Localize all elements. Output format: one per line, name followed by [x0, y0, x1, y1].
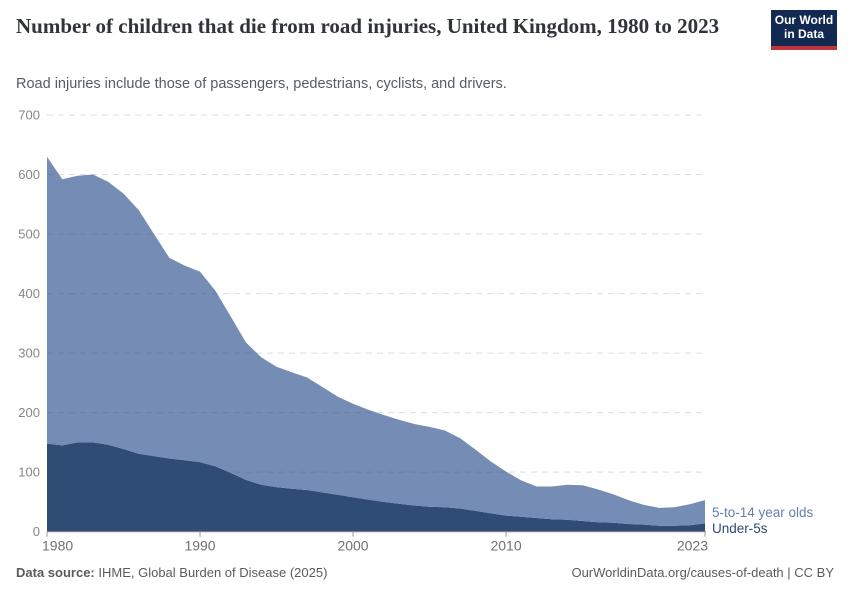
x-axis-label-1980: 1980 [42, 538, 73, 554]
owid-logo-line1: Our World [774, 13, 834, 28]
series-label-under-5s[interactable]: Under-5s [712, 521, 768, 536]
chart-subtitle: Road injuries include those of passenger… [16, 76, 507, 92]
y-axis-label-100: 100 [18, 465, 40, 480]
y-axis-label-300: 300 [18, 346, 40, 361]
y-axis-label-0: 0 [33, 524, 40, 539]
y-axis-label-400: 400 [18, 286, 40, 301]
data-source-label: Data source: [16, 565, 95, 580]
y-axis-label-200: 200 [18, 405, 40, 420]
area-5-to-14-year-olds[interactable] [47, 156, 705, 526]
owid-logo-line2: in Data [783, 27, 824, 41]
y-axis-label-500: 500 [18, 227, 40, 242]
area-under-5s[interactable] [47, 442, 705, 532]
owid-link[interactable]: OurWorldinData.org/causes-of-death | CC … [571, 565, 834, 580]
x-axis-label-2010: 2010 [490, 538, 521, 554]
page-title: Number of children that die from road in… [16, 14, 720, 38]
series-label-5-to-14-year-olds[interactable]: 5-to-14 year olds [712, 505, 814, 520]
chart-footer: Data source: IHME, Global Burden of Dise… [16, 565, 834, 580]
x-axis-label-1990: 1990 [184, 538, 215, 554]
y-axis-label-600: 600 [18, 167, 40, 182]
data-source: Data source: IHME, Global Burden of Dise… [16, 565, 327, 580]
data-source-text: IHME, Global Burden of Disease (2025) [94, 565, 328, 580]
owid-logo[interactable]: Our World in Data [771, 10, 837, 50]
x-axis-label-2000: 2000 [337, 538, 368, 554]
x-axis-label-2023: 2023 [677, 538, 708, 554]
chart-svg: 0 100 200 300 400 500 600 700 1980 1990 2000 2010 20… [18, 108, 814, 554]
y-axis-label-700: 700 [18, 108, 40, 123]
